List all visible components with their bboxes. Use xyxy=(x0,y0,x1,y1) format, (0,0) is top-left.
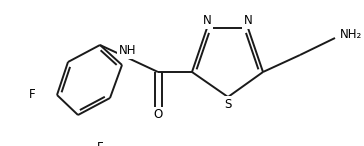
Text: O: O xyxy=(153,108,163,121)
Text: NH: NH xyxy=(119,45,137,58)
Text: N: N xyxy=(244,14,252,27)
Text: N: N xyxy=(203,14,211,27)
Text: F: F xyxy=(28,88,35,101)
Text: NH₂: NH₂ xyxy=(340,28,362,41)
Text: F: F xyxy=(97,141,103,146)
Text: S: S xyxy=(224,98,232,111)
